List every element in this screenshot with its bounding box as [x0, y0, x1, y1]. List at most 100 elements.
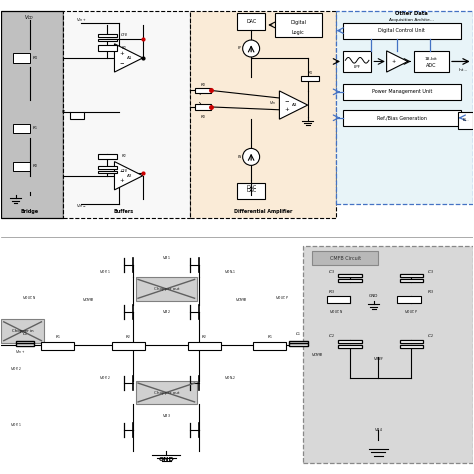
Text: $R_3$: $R_3$	[200, 81, 206, 89]
Bar	[303, 246, 473, 463]
Text: Logic: Logic	[292, 29, 305, 35]
Text: $V_{in-}$: $V_{in-}$	[76, 202, 87, 210]
Text: DAC: DAC	[246, 188, 256, 193]
Text: $V_{ON,1}$: $V_{ON,1}$	[224, 269, 236, 276]
Text: A2: A2	[127, 174, 132, 178]
Text: Ref./Bias Generation: Ref./Bias Generation	[377, 115, 427, 120]
Bar	[343, 84, 461, 100]
Text: $V_{in}$: $V_{in}$	[269, 99, 276, 107]
Bar	[343, 23, 461, 39]
Text: $R_3$: $R_3$	[328, 289, 335, 296]
Text: $V_{B4}$: $V_{B4}$	[374, 427, 383, 434]
Polygon shape	[279, 91, 308, 119]
Bar	[16, 344, 35, 346]
Text: ADC: ADC	[426, 64, 437, 68]
Text: $V_{B3}$: $V_{B3}$	[162, 412, 171, 420]
Text: A3: A3	[292, 103, 297, 107]
Bar	[98, 166, 117, 169]
Bar	[41, 342, 74, 350]
Text: $V_{OUT,N}$: $V_{OUT,N}$	[22, 294, 37, 302]
Text: DAC: DAC	[246, 18, 256, 24]
Bar	[289, 341, 308, 343]
Text: $R_2$: $R_2$	[201, 333, 207, 341]
Text: Power Management Unit: Power Management Unit	[372, 90, 432, 94]
Text: Other Data: Other Data	[395, 11, 428, 16]
Bar	[98, 171, 117, 173]
Text: $V_{OP,1}$: $V_{OP,1}$	[9, 422, 21, 429]
Text: $V_{B2}$: $V_{B2}$	[162, 309, 171, 316]
Text: $V_{OP,1}$: $V_{OP,1}$	[99, 269, 111, 276]
Text: Buffers: Buffers	[114, 209, 134, 214]
Text: $R_3$: $R_3$	[200, 113, 206, 121]
Text: $V_{in+}$: $V_{in+}$	[15, 349, 25, 356]
Text: $C_{FB}$: $C_{FB}$	[120, 31, 128, 39]
Text: −: −	[119, 60, 124, 65]
Bar	[397, 296, 421, 303]
Bar	[343, 51, 371, 72]
Bar	[1, 319, 44, 343]
Text: $R_2$: $R_2$	[121, 44, 127, 52]
Bar	[136, 381, 197, 404]
Bar	[13, 162, 30, 171]
Text: $V_{OUT,P}$: $V_{OUT,P}$	[404, 309, 419, 316]
Text: $C_1$: $C_1$	[22, 331, 28, 338]
Circle shape	[243, 148, 260, 165]
Text: A1: A1	[127, 56, 132, 60]
Text: $R_2$: $R_2$	[121, 153, 127, 160]
Bar	[70, 112, 84, 119]
Bar	[1, 237, 473, 473]
Bar	[338, 340, 362, 343]
Text: $V_{OP,2}$: $V_{OP,2}$	[9, 365, 21, 373]
Bar	[400, 345, 423, 348]
Polygon shape	[115, 162, 143, 190]
Bar	[336, 11, 473, 204]
Text: Bridge: Bridge	[20, 209, 39, 214]
Bar	[458, 112, 473, 128]
Text: $R_2$: $R_2$	[126, 333, 132, 341]
Bar	[289, 344, 308, 346]
Text: Digital: Digital	[290, 20, 306, 25]
Text: −: −	[119, 169, 124, 173]
Text: DAC: DAC	[246, 185, 256, 190]
Text: GND: GND	[369, 294, 378, 298]
Bar	[195, 88, 211, 93]
Bar	[188, 342, 220, 350]
Bar	[112, 342, 145, 350]
Text: Int...: Int...	[459, 68, 468, 72]
Text: CMFB Circuit: CMFB Circuit	[330, 255, 361, 261]
Text: Chopper out: Chopper out	[154, 391, 179, 394]
Text: Chopper out: Chopper out	[154, 287, 179, 291]
Bar	[1, 11, 63, 218]
Polygon shape	[387, 51, 408, 72]
Bar	[98, 38, 117, 41]
Circle shape	[243, 40, 260, 57]
Text: $C_3$: $C_3$	[427, 269, 434, 276]
Bar	[190, 11, 336, 218]
Text: $V_{REF}$: $V_{REF}$	[373, 356, 384, 363]
Text: $R_1$: $R_1$	[61, 109, 67, 116]
Text: +: +	[119, 178, 124, 183]
Text: $V_{OP,2}$: $V_{OP,2}$	[99, 374, 111, 382]
Text: $C_2$: $C_2$	[328, 332, 335, 340]
Bar	[16, 341, 35, 343]
Text: $C_3$: $C_3$	[328, 269, 335, 276]
Text: $C_1$: $C_1$	[295, 331, 301, 338]
Text: $V_{CMFB}$: $V_{CMFB}$	[235, 297, 248, 304]
Text: $R_4$: $R_4$	[32, 54, 38, 62]
Text: $R_1$: $R_1$	[55, 333, 61, 341]
Bar	[136, 277, 197, 301]
Text: +: +	[119, 51, 124, 56]
Text: GND: GND	[158, 457, 174, 462]
Bar	[312, 251, 378, 265]
Text: $V_{OUT,N}$: $V_{OUT,N}$	[328, 309, 343, 316]
Text: $I_P$: $I_P$	[237, 45, 242, 52]
Bar	[63, 11, 190, 218]
Bar	[195, 104, 211, 110]
Text: LPF: LPF	[354, 65, 361, 69]
Bar	[237, 13, 265, 30]
Text: $R_1$: $R_1$	[267, 333, 273, 341]
Text: Acquisition Archite...: Acquisition Archite...	[389, 18, 434, 22]
Bar	[414, 51, 449, 72]
Text: +: +	[284, 107, 289, 112]
Text: $V_{B1}$: $V_{B1}$	[162, 255, 171, 262]
